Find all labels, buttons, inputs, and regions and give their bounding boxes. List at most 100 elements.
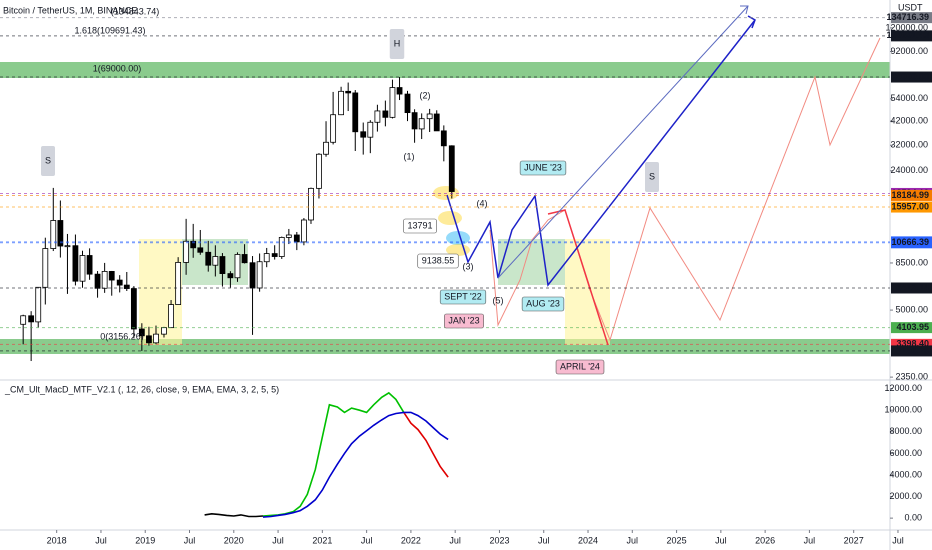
candle-body: [42, 248, 49, 288]
price-tag-label: 69000.00: [891, 71, 929, 81]
annotation: 1(69000.00): [93, 63, 142, 73]
annotation-box: [403, 218, 437, 234]
y-tick-label: 92000.00: [890, 46, 928, 56]
annotation: (1): [404, 151, 415, 161]
price-tag-label: 4103.95: [896, 322, 929, 332]
candle-body: [396, 87, 403, 95]
indicator-line: [262, 411, 449, 518]
price-tag: [891, 30, 932, 42]
candle-body: [227, 273, 234, 279]
x-tick-label: 2018: [47, 535, 67, 545]
projection-path: [446, 19, 756, 287]
resistance-zone: [0, 62, 890, 78]
annotation: 1.618(109691.43): [74, 25, 145, 35]
candle-body: [293, 234, 300, 243]
annotation: 0(3156.26): [100, 331, 144, 341]
price-tag: [891, 322, 932, 334]
candle-body: [57, 220, 64, 247]
candle-body: [153, 333, 159, 344]
y-tick-label: 12000.00: [884, 383, 922, 393]
x-tick-label: 2020: [224, 535, 244, 545]
indicator-line: [403, 411, 449, 478]
candle-body: [323, 141, 329, 155]
candle-body: [190, 240, 197, 249]
x-tick-label: 2023: [489, 535, 509, 545]
y-tick-label: 24000.00: [890, 165, 928, 175]
annotation: S: [649, 171, 655, 181]
price-tag: [891, 189, 932, 201]
x-tick-label: 2022: [401, 535, 421, 545]
candle-body: [278, 237, 285, 257]
price-tag: [891, 338, 932, 350]
x-tick-label: Jul: [449, 535, 461, 545]
annotation: JAN '23: [448, 315, 479, 325]
price-tag-label: 109691.43: [886, 30, 929, 40]
annotation: H: [394, 38, 401, 48]
y-tick-label: 6000.00: [889, 448, 922, 458]
indicator-line: [204, 512, 264, 518]
candle-body: [219, 256, 226, 274]
indicator-title: _CM_Ult_MacD_MTF_V2.1 (, 12, 26, close, …: [4, 384, 279, 394]
candle-body: [352, 92, 359, 133]
candle-body: [263, 253, 270, 263]
y-tick-label: 2000.00: [889, 491, 922, 501]
candle-body: [205, 251, 212, 266]
projection-path: [547, 209, 609, 346]
x-tick-label: 2021: [312, 535, 332, 545]
candle-body: [50, 220, 57, 249]
candle-body: [138, 328, 145, 337]
candle-body: [404, 93, 411, 114]
annotation: (2): [420, 90, 431, 100]
candle-body: [161, 327, 167, 335]
y-tick-label: 120000.00: [885, 22, 928, 32]
x-tick-label: Jul: [892, 535, 904, 545]
y-tick-label: 2350.00: [895, 371, 928, 381]
annotation: S: [45, 155, 51, 165]
candle-body: [241, 254, 248, 264]
annotation: (4): [477, 198, 488, 208]
candle-body: [183, 240, 190, 263]
y-tick-label: 8500.00: [895, 257, 928, 267]
price-tag: [891, 71, 932, 83]
candle-body: [116, 279, 123, 286]
y-tick-label: 42000.00: [890, 115, 928, 125]
candle-body: [308, 187, 314, 221]
price-tag-label: 18184.99: [891, 190, 929, 200]
x-tick-label: 2027: [844, 535, 864, 545]
x-tick-label: Jul: [95, 535, 107, 545]
annotation-box: [555, 359, 605, 375]
candle-body: [146, 335, 152, 344]
annotation: 9138.55: [422, 255, 455, 265]
candle-body: [175, 261, 182, 305]
candle-body: [249, 262, 256, 289]
candle-body: [360, 131, 367, 138]
candle-body: [94, 273, 101, 289]
x-tick-label: Jul: [272, 535, 284, 545]
y-tick-label: 10000.00: [884, 405, 922, 415]
candle-body: [256, 261, 263, 289]
price-tag: [891, 201, 932, 213]
candle-body: [108, 271, 115, 281]
price-tag: [891, 345, 932, 357]
annotation-box: [417, 253, 459, 269]
candle-body: [411, 112, 418, 130]
candle-body: [130, 288, 137, 330]
annotation: AUG '23: [526, 298, 560, 308]
x-tick-label: Jul: [627, 535, 639, 545]
y-tick-label: 8000.00: [889, 426, 922, 436]
candle-body: [300, 219, 307, 243]
candle-body: [212, 256, 219, 266]
candle-body: [448, 145, 455, 192]
marks-layer: [20, 77, 455, 362]
annotation-box: [519, 160, 567, 176]
candle-body: [234, 254, 241, 279]
price-tag-label: 134716.39: [886, 12, 929, 22]
highlight: [438, 211, 462, 225]
annotation-box: [389, 29, 405, 59]
candle-body: [28, 315, 35, 323]
x-tick-label: 2019: [135, 535, 155, 545]
y-tick-label: 4000.00: [889, 469, 922, 479]
x-tick-label: Jul: [361, 535, 373, 545]
candle-body: [440, 130, 447, 147]
